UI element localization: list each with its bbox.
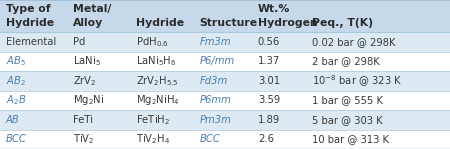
Text: 10$^{-8}$ bar @ 323 K: 10$^{-8}$ bar @ 323 K <box>312 73 402 89</box>
Text: 2.6: 2.6 <box>258 134 274 144</box>
Text: Hydride: Hydride <box>136 18 184 28</box>
Text: ZrV$_2$: ZrV$_2$ <box>73 74 97 88</box>
Text: Elemental: Elemental <box>6 37 56 47</box>
Text: 0.56: 0.56 <box>258 37 280 47</box>
Text: Fm3m: Fm3m <box>199 37 231 47</box>
Text: 3.59: 3.59 <box>258 95 280 105</box>
Text: 1.89: 1.89 <box>258 115 280 125</box>
Text: ZrV$_2$H$_{5.5}$: ZrV$_2$H$_{5.5}$ <box>136 74 179 88</box>
Bar <box>0 129 450 149</box>
Text: BCC: BCC <box>6 134 27 144</box>
Text: Mg$_2$Ni: Mg$_2$Ni <box>73 93 104 107</box>
Text: Pd: Pd <box>73 37 86 47</box>
Text: AB$_2$: AB$_2$ <box>6 74 26 88</box>
Text: LaNi$_5$: LaNi$_5$ <box>73 54 101 68</box>
Text: 3.01: 3.01 <box>258 76 280 86</box>
Bar <box>0 110 450 129</box>
Text: Metal/: Metal/ <box>73 4 112 14</box>
Text: AB$_5$: AB$_5$ <box>6 54 26 68</box>
Text: Peq., T(K): Peq., T(K) <box>312 18 373 28</box>
Text: Wt.%: Wt.% <box>258 4 290 14</box>
Text: FeTi: FeTi <box>73 115 93 125</box>
Text: FeTiH$_2$: FeTiH$_2$ <box>136 113 171 127</box>
Text: Hydride: Hydride <box>6 18 54 28</box>
Text: Alloy: Alloy <box>73 18 104 28</box>
Text: Hydrogen: Hydrogen <box>258 18 318 28</box>
Bar <box>0 71 450 90</box>
Text: 10 bar @ 313 K: 10 bar @ 313 K <box>312 134 389 144</box>
Text: P6mm: P6mm <box>199 95 231 105</box>
Text: A$_2$B: A$_2$B <box>6 93 27 107</box>
Text: P6/mm: P6/mm <box>199 56 234 66</box>
Text: PdH$_{0.6}$: PdH$_{0.6}$ <box>136 35 169 49</box>
Bar <box>0 0 450 32</box>
Text: Fd3m: Fd3m <box>199 76 228 86</box>
Text: Type of: Type of <box>6 4 50 14</box>
Bar <box>0 52 450 71</box>
Text: 5 bar @ 303 K: 5 bar @ 303 K <box>312 115 382 125</box>
Bar <box>0 90 450 110</box>
Text: TiV$_2$: TiV$_2$ <box>73 132 95 146</box>
Bar <box>0 32 450 52</box>
Text: 0.02 bar @ 298K: 0.02 bar @ 298K <box>312 37 396 47</box>
Text: 1.37: 1.37 <box>258 56 280 66</box>
Text: LaNi$_5$H$_6$: LaNi$_5$H$_6$ <box>136 54 177 68</box>
Text: TiV$_2$H$_4$: TiV$_2$H$_4$ <box>136 132 171 146</box>
Text: AB: AB <box>6 115 20 125</box>
Text: 1 bar @ 555 K: 1 bar @ 555 K <box>312 95 383 105</box>
Text: 2 bar @ 298K: 2 bar @ 298K <box>312 56 380 66</box>
Text: BCC: BCC <box>199 134 220 144</box>
Text: Mg$_2$NiH$_4$: Mg$_2$NiH$_4$ <box>136 93 180 107</box>
Text: Structure: Structure <box>199 18 257 28</box>
Text: Pm3m: Pm3m <box>199 115 231 125</box>
